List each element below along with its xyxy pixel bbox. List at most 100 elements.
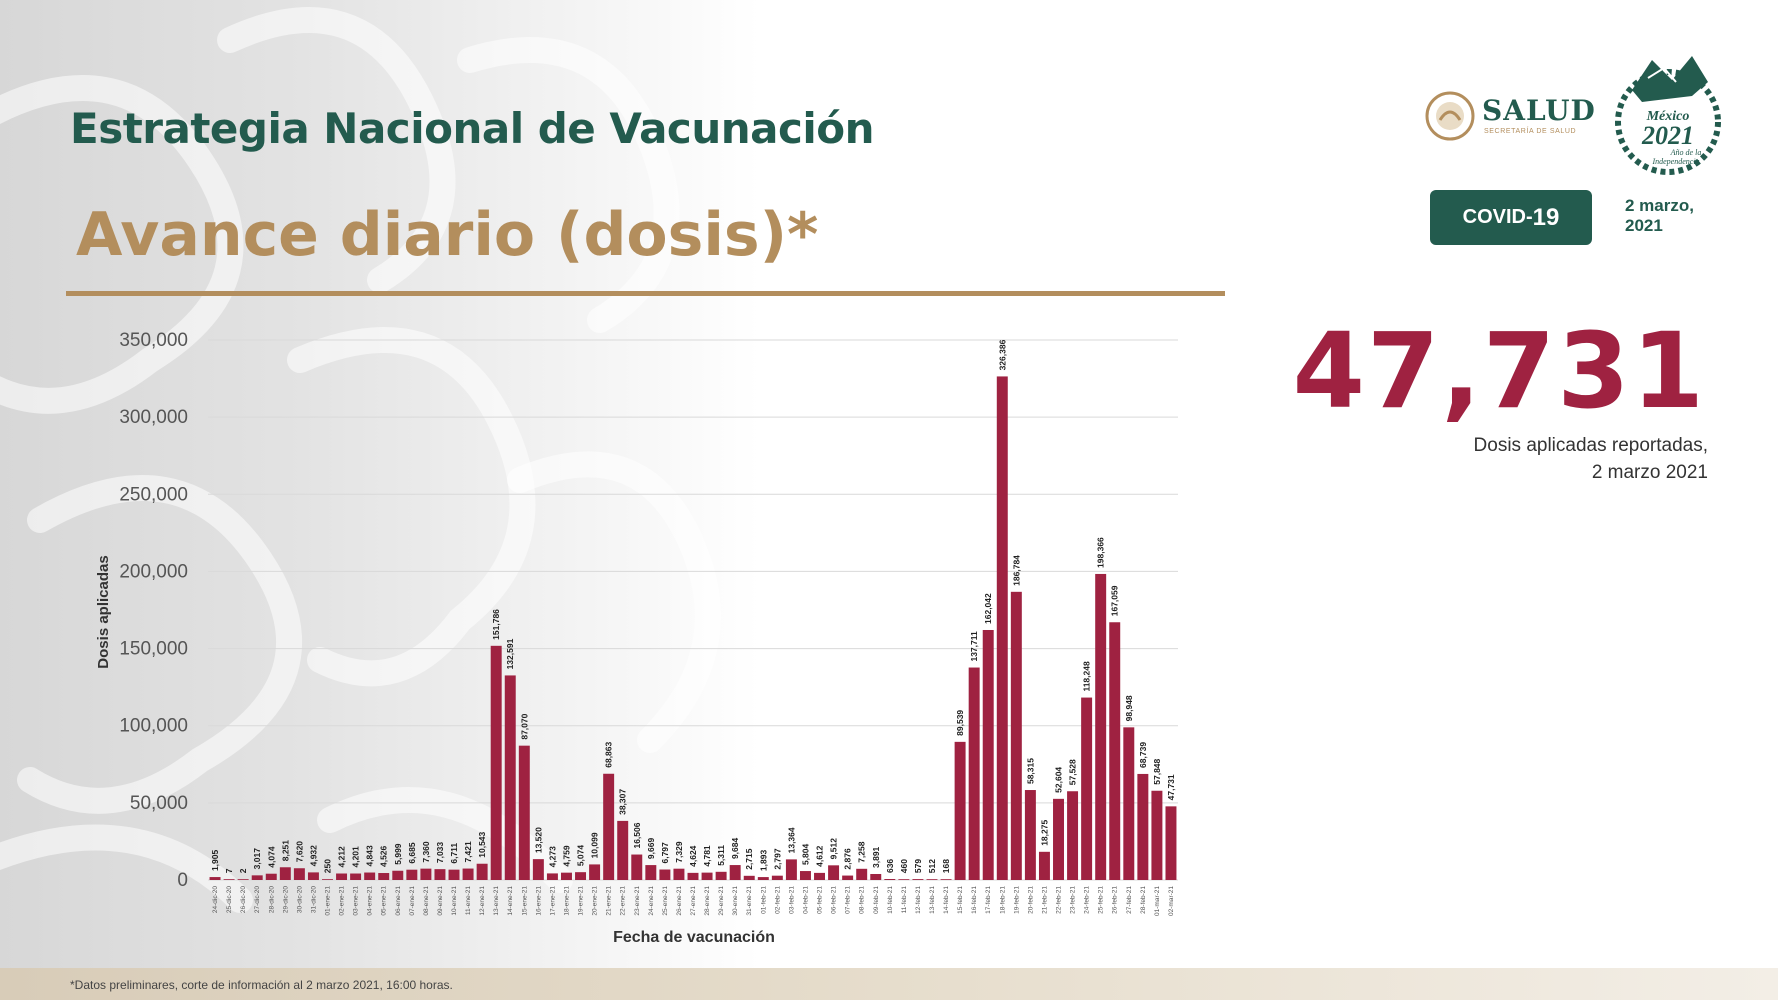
x-tick-label: 01-feb-21 — [760, 886, 767, 914]
bar — [729, 865, 741, 880]
x-tick-label: 01-ene-21 — [324, 886, 331, 916]
bar-value-label: 9,684 — [730, 838, 740, 860]
bar — [673, 868, 685, 880]
x-tick-label: 28-feb-21 — [1140, 886, 1147, 914]
bar — [898, 879, 910, 880]
salud-logo: SALUD SECRETARÍA DE SALUD — [1424, 90, 1596, 146]
bar — [856, 868, 868, 880]
x-tick-label: 11-feb-21 — [901, 886, 908, 914]
y-tick-label: 150,000 — [119, 639, 188, 660]
bar-value-label: 2 — [238, 868, 248, 873]
bar-value-label: 4,781 — [702, 845, 712, 867]
bar-value-label: 1,893 — [758, 850, 768, 872]
bar-value-label: 186,784 — [1011, 555, 1021, 586]
x-tick-label: 27-ene-21 — [690, 886, 697, 916]
bar — [336, 873, 348, 880]
bar — [1010, 591, 1022, 880]
bar-value-label: 137,711 — [969, 631, 979, 662]
bar-value-label: 4,074 — [266, 846, 276, 868]
bar — [701, 872, 713, 880]
bar — [251, 875, 263, 880]
bar-value-label: 6,797 — [660, 842, 670, 864]
bar-value-label: 57,848 — [1152, 758, 1162, 784]
bar — [1137, 773, 1149, 880]
bar — [589, 864, 601, 880]
y-tick-label: 350,000 — [119, 330, 188, 351]
x-tick-label: 06-ene-21 — [395, 886, 402, 916]
bar-value-label: 10,099 — [590, 832, 600, 858]
bar-value-label: 636 — [885, 859, 895, 873]
bar-value-label: 2,797 — [772, 848, 782, 870]
bar — [968, 667, 980, 880]
mexico-shield-icon — [1425, 91, 1475, 141]
bar-value-label: 89,539 — [955, 710, 965, 736]
bar — [645, 865, 657, 880]
daily-doses-caption: Dosis aplicadas reportadas, 2 marzo 2021 — [1408, 432, 1708, 486]
x-tick-label: 08-feb-21 — [859, 886, 866, 914]
background-pattern — [0, 0, 760, 968]
x-tick-label: 21-ene-21 — [606, 886, 613, 916]
x-tick-label: 17-ene-21 — [549, 886, 556, 916]
bar — [1095, 573, 1107, 880]
bar-value-label: 6,685 — [407, 842, 417, 864]
salud-wordmark: SALUD — [1482, 94, 1596, 127]
x-tick-label: 05-ene-21 — [381, 886, 388, 916]
x-tick-label: 02-ene-21 — [339, 886, 346, 916]
bar-value-label: 47,731 — [1166, 774, 1176, 800]
bar — [631, 854, 643, 880]
covid-badge: COVID- 19 — [1430, 190, 1592, 245]
x-tick-label: 24-ene-21 — [648, 886, 655, 916]
x-tick-label: 30-ene-21 — [732, 886, 739, 916]
bar — [926, 879, 938, 880]
x-tick-label: 07-feb-21 — [845, 886, 852, 914]
y-tick-label: 50,000 — [130, 793, 188, 814]
x-tick-label: 14-ene-21 — [507, 886, 514, 916]
logo-sub-text-2: Independencia — [1651, 157, 1699, 166]
bar — [448, 869, 460, 880]
bar-value-label: 9,669 — [646, 838, 656, 860]
bar — [1165, 806, 1177, 880]
bar-value-label: 4,212 — [337, 846, 347, 868]
x-tick-label: 30-dic-20 — [296, 886, 303, 913]
bar-value-label: 460 — [899, 859, 909, 873]
covid-badge-number: 19 — [1532, 203, 1560, 231]
bar-value-label: 7,360 — [421, 841, 431, 863]
bar-value-label: 98,948 — [1124, 695, 1134, 721]
x-tick-label: 28-ene-21 — [704, 886, 711, 916]
page-subtitle: Avance diario (dosis)* — [76, 200, 819, 270]
bar — [870, 873, 882, 880]
bar — [462, 868, 474, 880]
bar-value-label: 4,932 — [308, 845, 318, 867]
quetzalcoatl-emblem-icon: México 2021 Año de la Independencia — [1615, 56, 1721, 175]
report-date-line2: 2021 — [1625, 216, 1663, 235]
y-tick-label: 250,000 — [119, 484, 188, 505]
bar — [842, 875, 854, 880]
x-tick-label: 16-ene-21 — [535, 886, 542, 916]
x-tick-label: 25-ene-21 — [662, 886, 669, 916]
x-tick-label: 06-feb-21 — [831, 886, 838, 914]
logo-year-text: 2021 — [1641, 121, 1694, 150]
bar-value-label: 168 — [941, 859, 951, 873]
bar-value-label: 4,273 — [547, 846, 557, 868]
bar-value-label: 2,715 — [744, 848, 754, 870]
x-tick-label: 29-dic-20 — [282, 886, 289, 913]
logo-sub-text-1: Año de la — [1670, 148, 1702, 157]
x-tick-label: 15-feb-21 — [957, 886, 964, 914]
x-tick-label: 13-feb-21 — [929, 886, 936, 914]
bar-value-label: 167,059 — [1110, 585, 1120, 616]
bar-value-label: 8,251 — [280, 840, 290, 862]
x-tick-label: 02-mar-21 — [1168, 886, 1175, 916]
bar — [406, 869, 418, 880]
x-tick-label: 02-feb-21 — [774, 886, 781, 914]
bar-value-label: 118,248 — [1082, 661, 1092, 692]
x-tick-label: 18-feb-21 — [999, 886, 1006, 914]
bar-value-label: 9,512 — [829, 838, 839, 860]
bar — [940, 879, 952, 880]
x-tick-label: 13-ene-21 — [493, 886, 500, 916]
x-tick-label: 12-ene-21 — [479, 886, 486, 916]
bar — [350, 873, 362, 880]
bar-value-label: 512 — [927, 859, 937, 873]
bar — [265, 873, 277, 880]
x-tick-label: 19-feb-21 — [1013, 886, 1020, 914]
report-date-line1: 2 marzo, — [1625, 196, 1694, 215]
